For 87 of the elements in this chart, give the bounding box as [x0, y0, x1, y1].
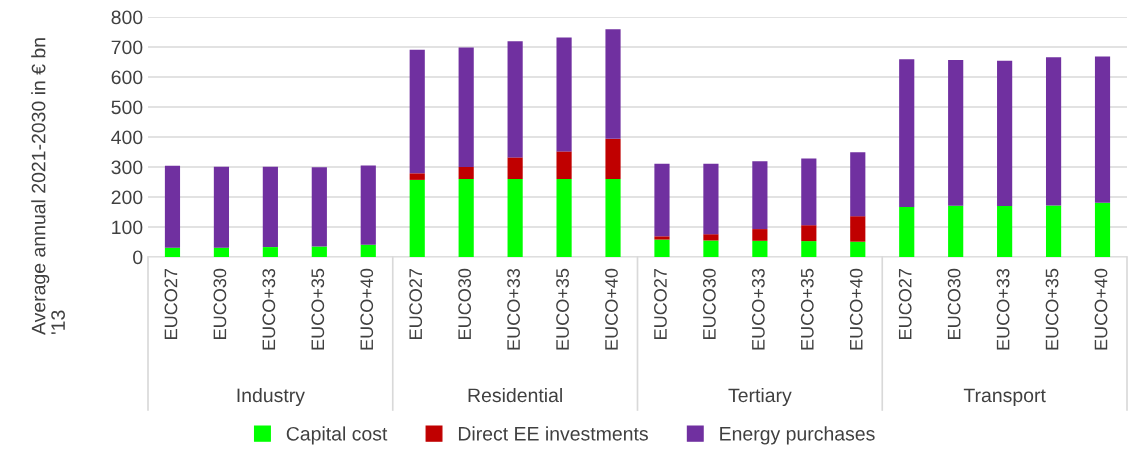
bar [850, 241, 866, 257]
x-tick-label: EUCO+40 [849, 268, 863, 350]
bar [164, 165, 181, 248]
x-tick-label: EUCO+33 [262, 268, 276, 350]
x-tick-label: EUCO27 [164, 269, 178, 339]
x-tick-label: EUCO30 [702, 268, 716, 339]
x-tick-label: EUCO+35 [556, 268, 569, 350]
x-tick-label: EUCO27 [409, 269, 423, 339]
y-tick-label: 0 [133, 250, 143, 265]
y-axis-title: Average annual 2021-2030 in € bn '13 [31, 38, 65, 335]
bar [752, 240, 768, 257]
bar [213, 247, 230, 257]
y-tick-label: 400 [111, 130, 143, 145]
bar [409, 179, 425, 257]
bar [703, 240, 719, 257]
bar [801, 225, 817, 242]
y-tick-label: 500 [111, 100, 143, 115]
bar [997, 206, 1013, 257]
x-tick-label: EUCO+35 [800, 268, 814, 350]
bar [801, 241, 817, 257]
bar [556, 37, 572, 152]
bar [311, 246, 327, 257]
y-tick-label: 300 [111, 160, 143, 175]
bar [850, 152, 866, 217]
bar [458, 167, 474, 179]
bar [458, 47, 474, 167]
legend-label: Capital cost [286, 426, 388, 445]
bar [409, 49, 425, 174]
bar [948, 59, 964, 206]
legend-label: Direct EE investments [458, 426, 648, 441]
bar [311, 167, 327, 247]
bar [360, 165, 376, 245]
text: Industry [237, 387, 305, 407]
bar [1045, 205, 1062, 257]
x-tick-label: EUCO+35 [311, 268, 325, 350]
bar [752, 161, 768, 230]
bar [507, 179, 523, 257]
y-tick-label: 100 [112, 220, 143, 235]
bar [997, 60, 1013, 206]
x-tick-label: EUCO30 [947, 268, 961, 339]
x-tick-label: EUCO+40 [1094, 268, 1108, 350]
x-tick-label: EUCO27 [898, 269, 912, 339]
x-tick-label: EUCO+33 [507, 268, 520, 350]
x-tick-label: EUCO30 [458, 268, 472, 339]
bar [654, 163, 670, 237]
bar [801, 158, 817, 226]
bar [654, 236, 670, 240]
text: Tertiary [728, 387, 792, 407]
y-tick-label: 800 [111, 10, 143, 25]
x-tick-label: EUCO+40 [360, 268, 374, 350]
bar [654, 239, 670, 257]
bar [507, 41, 523, 158]
bar [262, 247, 278, 257]
y-tick-label: 700 [111, 40, 143, 55]
bar [164, 247, 181, 257]
bar [262, 166, 278, 248]
bar [605, 138, 621, 179]
bar [1094, 56, 1111, 203]
bar [556, 151, 572, 179]
bar [1094, 202, 1111, 257]
y-tick-label: 600 [111, 70, 143, 85]
bar [213, 166, 230, 248]
x-tick-label: EUCO+40 [605, 268, 618, 350]
x-tick-label: EUCO27 [654, 269, 667, 339]
bar [703, 163, 719, 235]
x-tick-label: EUCO+35 [1045, 268, 1059, 350]
bar [605, 29, 621, 139]
bar [556, 179, 572, 257]
bar [360, 244, 376, 257]
text: Residential [468, 387, 562, 403]
bar [605, 179, 621, 257]
bar [507, 157, 523, 179]
bar [850, 216, 866, 242]
x-tick-label: EUCO+33 [996, 268, 1010, 350]
text: Transport [963, 388, 1046, 407]
x-tick-label: EUCO+33 [751, 268, 765, 350]
bar [752, 229, 768, 241]
bar [703, 234, 719, 241]
x-tick-label: EUCO30 [213, 268, 227, 339]
bar [899, 206, 915, 257]
bar [458, 179, 474, 257]
legend-label: Energy purchases [720, 426, 875, 445]
bar [409, 173, 425, 180]
y-tick-label: 200 [111, 190, 143, 205]
bar [948, 205, 964, 257]
bar [1045, 57, 1062, 206]
bar [899, 59, 915, 207]
